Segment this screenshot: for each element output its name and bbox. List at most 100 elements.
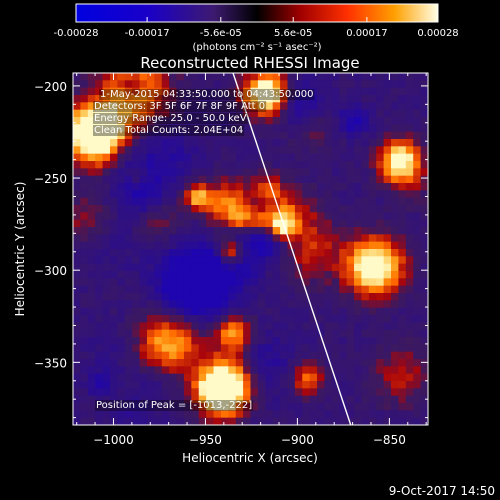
- heatmap-cell: [73, 197, 81, 206]
- heatmap-cell: [95, 278, 103, 287]
- heatmap-cell: [398, 329, 407, 338]
- heatmap-cell: [361, 183, 370, 191]
- heatmap-cell: [280, 153, 288, 162]
- heatmap-cell: [161, 168, 170, 177]
- heatmap-cell: [95, 410, 103, 419]
- heatmap-cell: [206, 197, 214, 206]
- heatmap-cell: [117, 102, 126, 111]
- heatmap-cell: [80, 366, 89, 375]
- heatmap-cell: [109, 161, 118, 169]
- heatmap-cell: [391, 227, 399, 235]
- heatmap-cell: [361, 322, 370, 331]
- heatmap-cell: [154, 190, 163, 199]
- heatmap-cell: [191, 102, 200, 111]
- heatmap-cell: [398, 219, 407, 228]
- heatmap-cell: [331, 234, 340, 243]
- heatmap-cell: [257, 146, 266, 155]
- heatmap-cell: [272, 395, 281, 404]
- heatmap-cell: [220, 322, 229, 331]
- heatmap-cell: [317, 285, 325, 294]
- heatmap-cell: [302, 73, 311, 81]
- heatmap-cell: [265, 293, 274, 301]
- heatmap-cell: [87, 388, 96, 397]
- heatmap-cell: [302, 395, 311, 404]
- heatmap-cell: [169, 293, 177, 301]
- heatmap-cell: [368, 95, 377, 103]
- heatmap-cell: [346, 307, 355, 316]
- heatmap-cell: [154, 344, 163, 353]
- heatmap-cell: [169, 205, 177, 213]
- heatmap-cell: [309, 183, 318, 191]
- heatmap-cell: [346, 241, 355, 250]
- heatmap-cell: [198, 190, 207, 199]
- heatmap-cell: [294, 146, 303, 155]
- heatmap-cell: [146, 359, 155, 367]
- heatmap-cell: [80, 373, 89, 382]
- heatmap-cell: [272, 124, 281, 133]
- heatmap-cell: [102, 410, 111, 419]
- heatmap-cell: [132, 183, 140, 191]
- heatmap-cell: [361, 131, 370, 140]
- heatmap-cell: [331, 285, 340, 294]
- heatmap-cell: [243, 278, 251, 287]
- heatmap-cell: [317, 212, 325, 221]
- heatmap-cell: [368, 410, 377, 419]
- heatmap-cell: [87, 278, 96, 287]
- heatmap-cell: [73, 410, 81, 419]
- heatmap-cell: [73, 417, 81, 425]
- heatmap-cell: [361, 395, 370, 404]
- heatmap-cell: [124, 219, 133, 228]
- heatmap-cell: [391, 410, 399, 419]
- heatmap-cell: [368, 388, 377, 397]
- heatmap-cell: [243, 212, 251, 221]
- heatmap-cell: [280, 417, 288, 425]
- heatmap-cell: [213, 161, 222, 169]
- heatmap-cell: [220, 219, 229, 228]
- heatmap-cell: [398, 87, 407, 96]
- heatmap-cell: [265, 417, 274, 425]
- heatmap-cell: [309, 344, 318, 353]
- heatmap-cell: [213, 256, 222, 265]
- heatmap-cell: [265, 205, 274, 213]
- heatmap-cell: [280, 249, 288, 257]
- heatmap-cell: [346, 263, 355, 272]
- heatmap-cell: [354, 219, 362, 228]
- heatmap-cell: [405, 146, 414, 155]
- heatmap-cell: [109, 80, 118, 89]
- heatmap-cell: [146, 315, 155, 323]
- heatmap-cell: [191, 219, 200, 228]
- heatmap-cell: [317, 124, 325, 133]
- heatmap-cell: [73, 285, 81, 294]
- heatmap-cell: [102, 124, 111, 133]
- heatmap-cell: [420, 227, 428, 235]
- heatmap-cell: [331, 373, 340, 382]
- heatmap-cell: [176, 373, 185, 382]
- heatmap-cell: [183, 87, 192, 96]
- heatmap-cell: [331, 153, 340, 162]
- heatmap-cell: [280, 183, 288, 191]
- heatmap-cell: [124, 95, 133, 103]
- heatmap-cell: [117, 300, 126, 309]
- heatmap-cell: [339, 234, 348, 243]
- heatmap-cell: [176, 278, 185, 287]
- heatmap-cell: [287, 80, 296, 89]
- heatmap-cell: [243, 351, 251, 360]
- heatmap-cell: [73, 337, 81, 345]
- heatmap-cell: [398, 285, 407, 294]
- heatmap-cell: [80, 322, 89, 331]
- solar-limb-line: [232, 73, 352, 425]
- heatmap-cell: [169, 256, 177, 265]
- heatmap-cell: [73, 87, 81, 96]
- heatmap-cell: [73, 219, 81, 228]
- heatmap-cell: [420, 337, 428, 345]
- heatmap-cell: [354, 417, 362, 425]
- heatmap-cell: [272, 219, 281, 228]
- heatmap-cell: [124, 161, 133, 169]
- heatmap-cell: [198, 117, 207, 125]
- heatmap-cell: [183, 168, 192, 177]
- heatmap-cell: [102, 131, 111, 140]
- heatmap-cell: [317, 241, 325, 250]
- heatmap-cell: [354, 190, 362, 199]
- heatmap-cell: [102, 227, 111, 235]
- heatmap-cell: [102, 234, 111, 243]
